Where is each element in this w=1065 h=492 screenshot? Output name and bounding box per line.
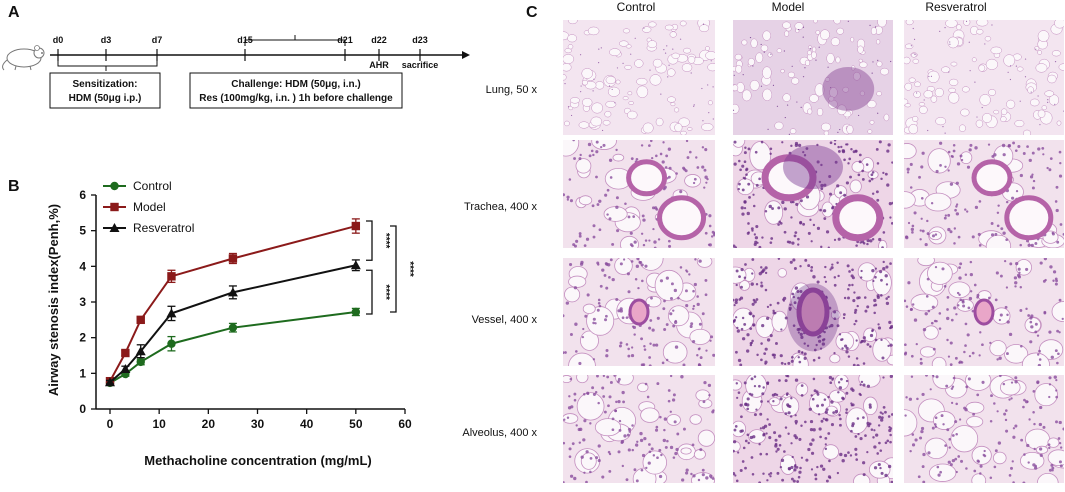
micrograph-alveolus-control: [563, 375, 715, 483]
challenge-box: [189, 72, 403, 109]
timeline-label-d0: d0: [53, 35, 64, 45]
y-tick-label: 1: [79, 366, 86, 380]
micrograph-lung-control: [563, 20, 715, 135]
x-tick-label: 20: [202, 417, 216, 431]
data-point-resveratrol: [166, 308, 177, 318]
timeline-label-d22: d22: [371, 35, 387, 45]
micrograph-alveolus-model: [733, 375, 893, 483]
micrograph-trachea-control: [563, 140, 715, 248]
data-point-resveratrol: [135, 346, 146, 356]
challenge-line2: Res (100mg/kg, i.n. ) 1h before challeng…: [199, 93, 393, 104]
y-tick-label: 3: [79, 295, 86, 309]
timeline-label-d3: d3: [101, 35, 112, 45]
y-axis-label: Airway stenosis index(Penh,%): [46, 204, 61, 396]
micrograph-alveolus-resveratrol: [904, 375, 1064, 483]
challenge-line1: Challenge: HDM (50μg, i.n.): [231, 79, 360, 90]
x-tick-label: 30: [251, 417, 265, 431]
significance-label: ****: [404, 261, 415, 277]
micrograph-lung-model: [733, 20, 893, 135]
x-tick-label: 60: [398, 417, 412, 431]
data-point-control: [228, 323, 238, 332]
mouse-icon: [2, 45, 45, 71]
data-point-control: [351, 307, 361, 317]
panel-a-letter: A: [8, 4, 20, 21]
data-point-resveratrol: [350, 260, 361, 270]
sensitization-line2: HDM (50μg i.p.): [69, 93, 142, 104]
x-tick-label: 40: [300, 417, 314, 431]
significance-bracket: [366, 220, 373, 261]
data-point-resveratrol: [105, 377, 115, 387]
sensitization-box: [49, 72, 161, 109]
row-label-vessel: Vessel, 400 x: [471, 314, 537, 326]
timeline-arrowhead: [462, 51, 470, 59]
legend-marker-control: [110, 181, 119, 191]
data-point-resveratrol: [120, 364, 131, 374]
x-tick-label: 50: [349, 417, 363, 431]
y-tick-label: 6: [79, 188, 86, 202]
micrograph-lung-resveratrol: [904, 20, 1064, 135]
data-point-control: [136, 357, 145, 367]
data-point-model: [351, 221, 361, 231]
legend-label-control: Control: [133, 179, 172, 193]
row-label-lung: Lung, 50 x: [485, 84, 537, 96]
ahr-label: AHR: [369, 60, 389, 70]
micrograph-trachea-model: [733, 140, 893, 248]
column-header-model: Model: [771, 0, 805, 14]
micrograph-vessel-resveratrol: [904, 258, 1064, 366]
legend-label-resveratrol: Resveratrol: [133, 221, 194, 235]
data-point-model: [136, 315, 145, 325]
sensitization-bracket: [57, 60, 158, 67]
significance-bracket: [390, 225, 397, 313]
sensitization-line1: Sensitization:: [72, 79, 137, 90]
data-point-model: [228, 254, 238, 263]
legend-label-model: Model: [133, 200, 166, 214]
y-tick-label: 2: [79, 331, 86, 345]
y-tick-label: 0: [79, 402, 86, 416]
timeline-label-d23: d23: [412, 35, 428, 45]
x-tick-label: 10: [152, 417, 166, 431]
data-point-model: [167, 272, 176, 281]
panel-b-letter: B: [8, 178, 20, 195]
data-point-control: [167, 339, 176, 348]
sacrifice-label: sacrifice: [402, 60, 439, 70]
panel-c-letter: C: [526, 4, 538, 21]
significance-label: ****: [380, 233, 391, 249]
series-resveratrol: [105, 259, 361, 387]
column-header-control: Control: [616, 0, 656, 14]
column-header-resveratrol: Resveratrol: [925, 0, 987, 14]
legend-marker-resveratrol: [109, 223, 120, 232]
y-tick-label: 4: [79, 259, 86, 273]
significance-label: ****: [380, 284, 391, 300]
timeline-figure: d0 d3 d7 d15 d21 d22 d23 Sensitization: HDM (5…: [2, 35, 470, 109]
data-point-model: [121, 348, 130, 358]
legend-marker-model: [110, 202, 119, 212]
series-line-model: [109, 225, 357, 382]
significance-bracket: [366, 269, 373, 315]
data-point-resveratrol: [227, 287, 238, 297]
x-axis-label: Methacholine concentration (mg/mL): [144, 453, 372, 468]
line-chart: 0 10 20 30 40 50 60 0 1 2 3 4 5 6 Control Model Resvera…: [46, 179, 415, 468]
timeline-label-d7: d7: [152, 35, 163, 45]
micrograph-trachea-resveratrol: [904, 140, 1064, 248]
row-label-trachea: Trachea, 400 x: [464, 201, 537, 213]
micrograph-vessel-model: [733, 258, 893, 366]
y-tick-label: 5: [79, 224, 86, 238]
x-tick-label: 0: [107, 417, 114, 431]
micrograph-vessel-control: [563, 258, 715, 366]
row-label-alveolus: Alveolus, 400 x: [462, 427, 537, 439]
